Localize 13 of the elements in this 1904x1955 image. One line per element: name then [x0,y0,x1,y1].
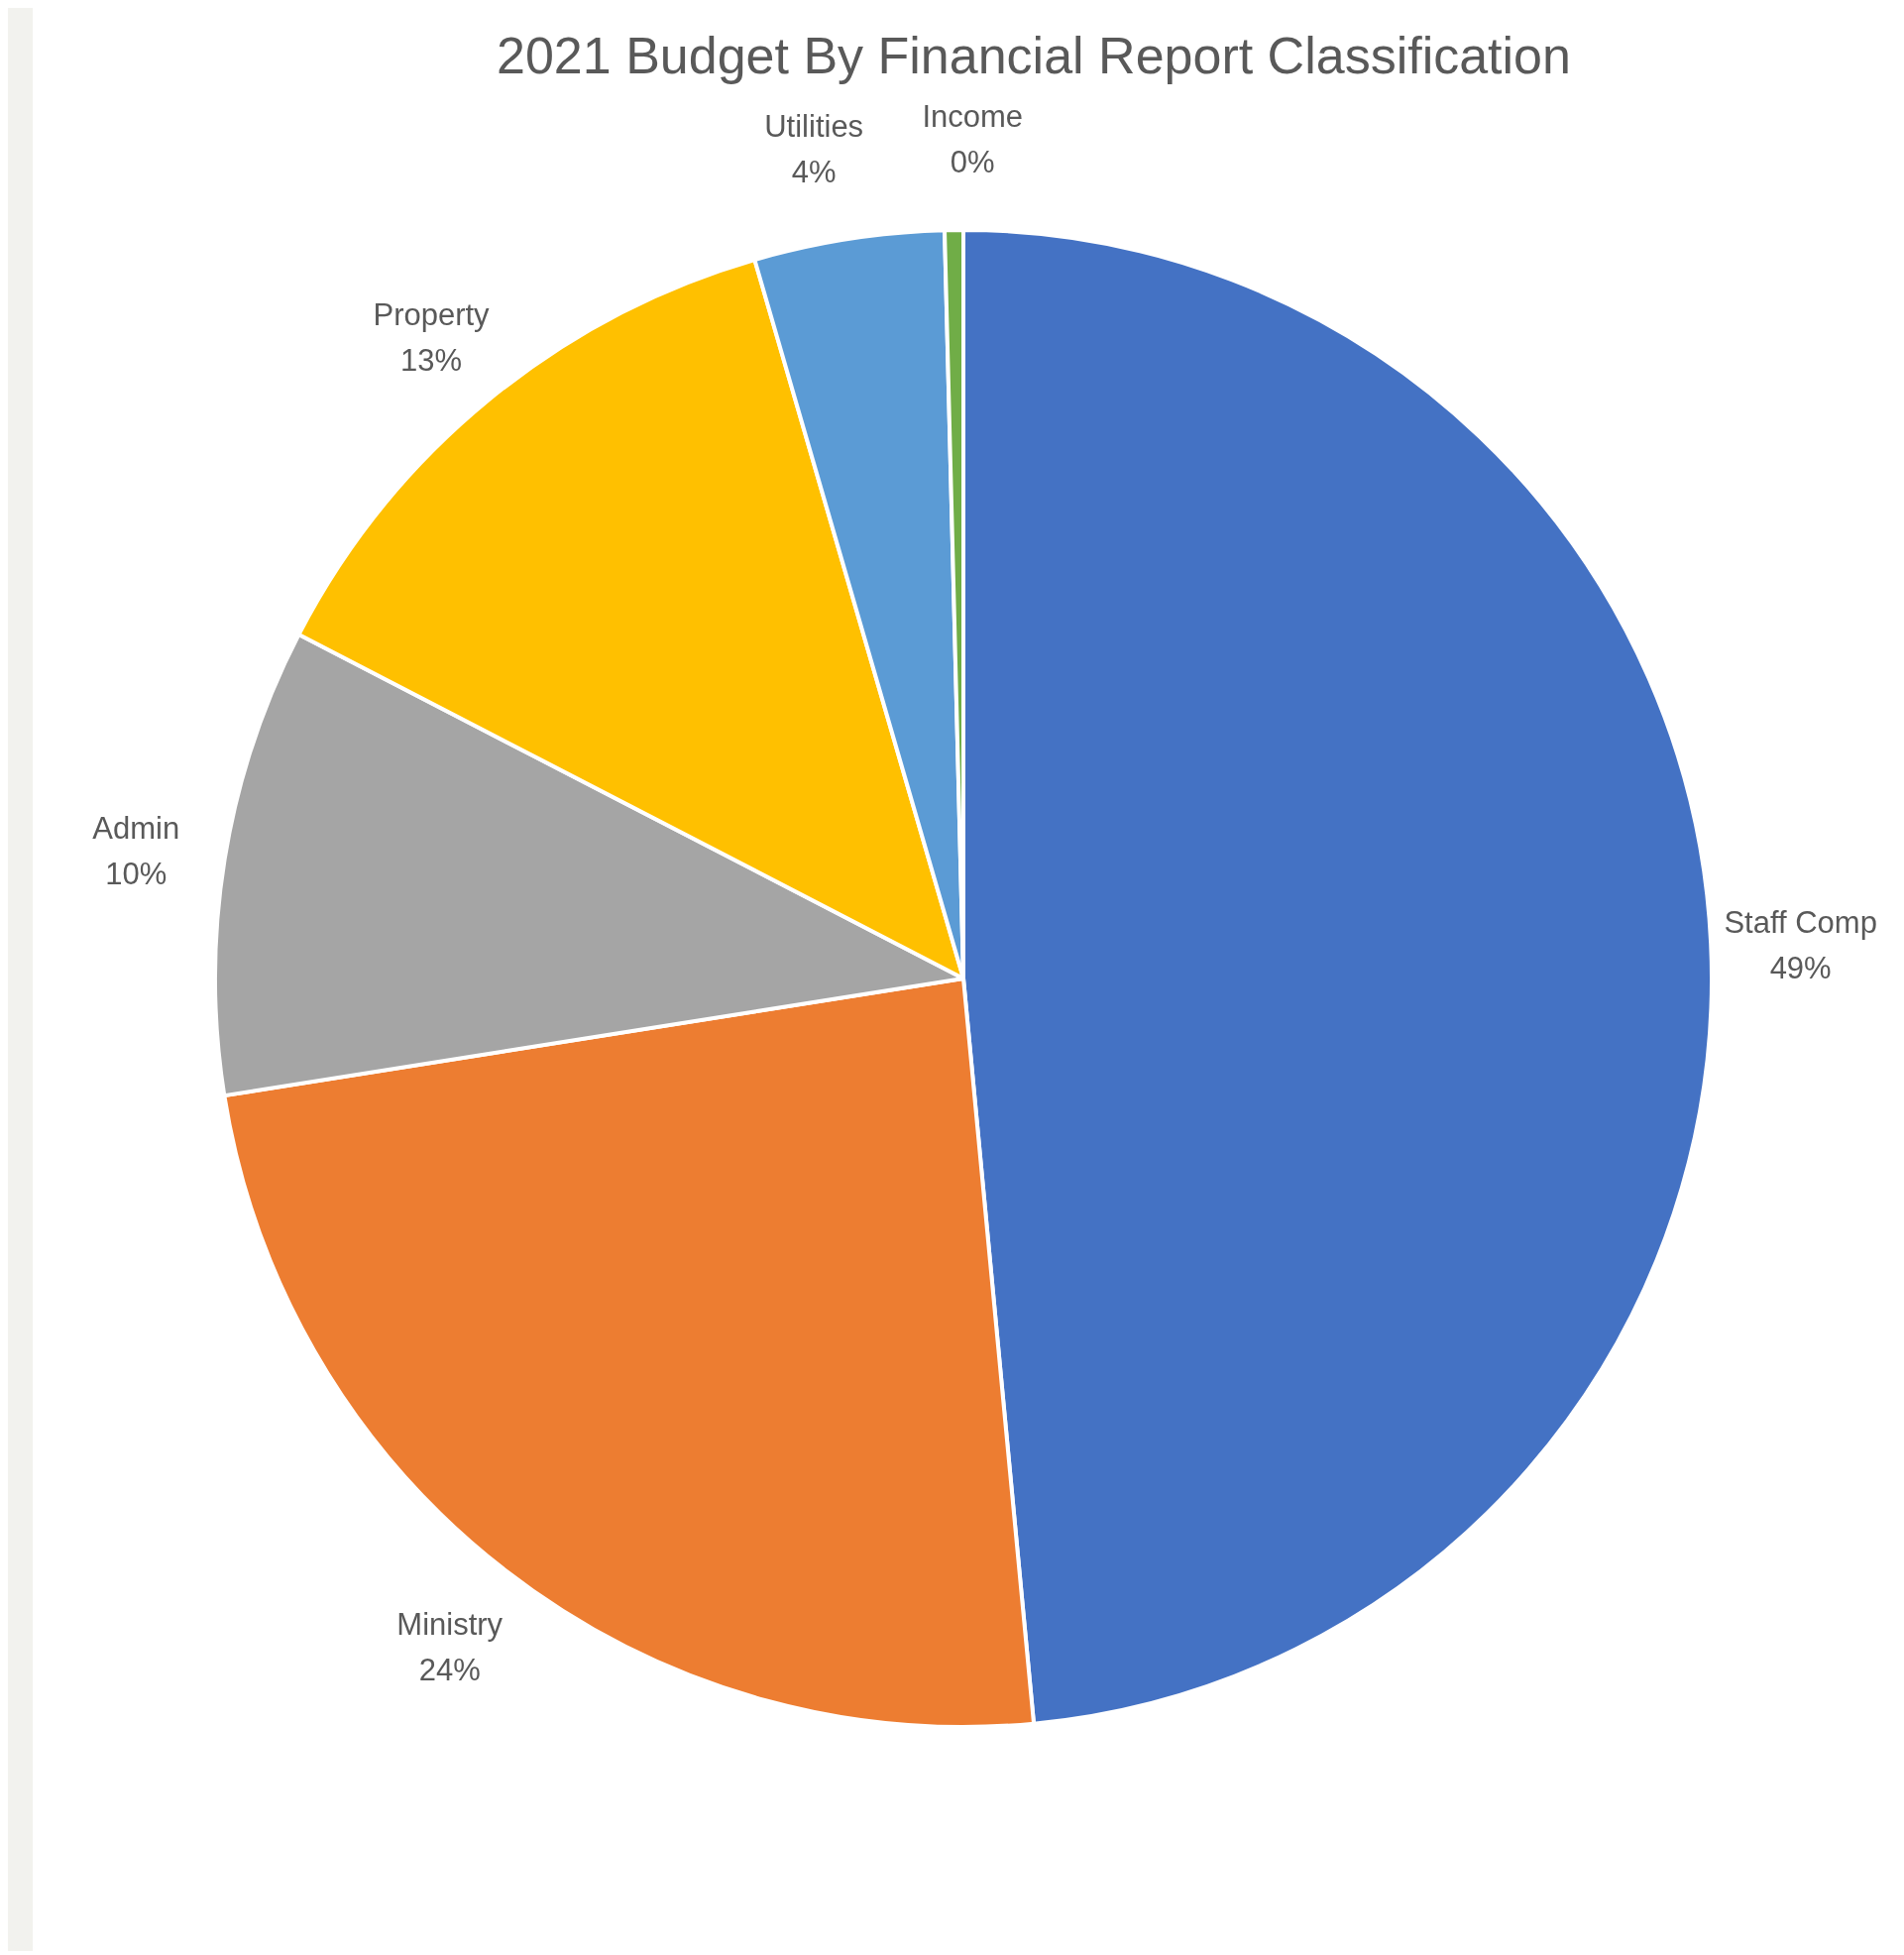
data-label: 13% [400,342,463,378]
slice-label: Income [922,98,1024,134]
slice-label: Property [373,296,491,332]
data-label: 0% [950,144,995,179]
data-label: 10% [105,857,168,892]
data-label: 49% [1769,951,1832,986]
slice-label: Staff Comp [1724,905,1877,941]
data-label: 24% [418,1653,481,1688]
chart-title: 2021 Budget By Financial Report Classification [497,27,1571,84]
slice-label: Ministry [396,1607,504,1643]
slice-label: Utilities [764,108,864,144]
data-label: 4% [791,154,837,189]
slice-label: Admin [92,811,180,847]
